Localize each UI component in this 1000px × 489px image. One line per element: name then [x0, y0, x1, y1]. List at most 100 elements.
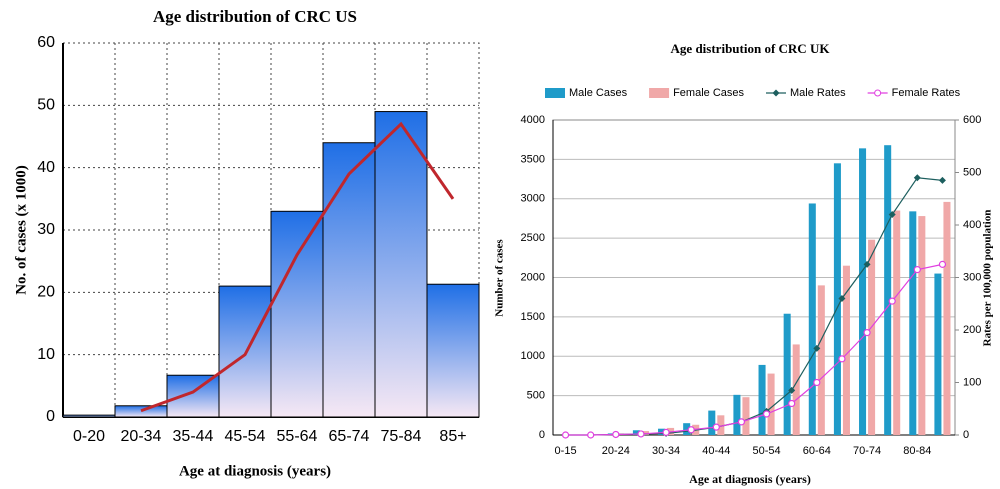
x-tick-label: 45-54: [225, 428, 266, 445]
marker: [938, 176, 946, 184]
y-tick-label: 2000: [521, 271, 545, 283]
y-tick-label: 10: [37, 346, 55, 363]
bar: [758, 364, 766, 435]
x-axis-label: Age at diagnosis (years): [689, 472, 811, 486]
legend-marker: [874, 89, 882, 97]
y-tick-label: 20: [37, 284, 55, 301]
legend-swatch: [649, 88, 670, 98]
bar: [270, 210, 324, 418]
x-tick-label: 55-64: [277, 428, 318, 445]
marker: [863, 329, 871, 337]
x-tick-label: 40-44: [702, 445, 730, 457]
marker: [913, 174, 921, 182]
bar: [943, 201, 951, 435]
x-tick-label: 20-24: [602, 445, 630, 457]
y-tick-label: 0: [539, 429, 545, 441]
bar: [909, 211, 917, 435]
x-tick-label: 75-84: [381, 428, 422, 445]
marker: [712, 423, 720, 431]
marker: [813, 378, 821, 387]
y-tick-label: 500: [527, 390, 545, 402]
x-tick-label: 70-74: [853, 445, 881, 457]
legend-marker: [772, 89, 780, 97]
legend-label: Female Cases: [673, 87, 744, 99]
bar: [322, 142, 376, 418]
marker: [888, 211, 896, 218]
x-tick-label: 85+: [439, 428, 466, 445]
marker: [788, 386, 796, 394]
bar: [918, 216, 926, 435]
y2-tick-label: 100: [963, 376, 981, 388]
y2-tick-label: 0: [963, 429, 969, 441]
x-tick-label: 35-44: [173, 428, 214, 445]
bar: [717, 415, 725, 435]
bar: [374, 111, 428, 418]
marker: [913, 266, 921, 274]
y2-tick-label: 500: [963, 166, 981, 178]
marker: [788, 399, 796, 408]
bar: [632, 430, 640, 435]
marker: [838, 295, 846, 302]
bar: [833, 163, 841, 435]
y-tick-label: 40: [37, 159, 55, 176]
bar: [641, 431, 649, 435]
y-tick-label: 60: [37, 34, 55, 51]
x-tick-label: 30-34: [652, 445, 680, 457]
bar: [683, 423, 691, 435]
y2-axis-label: Rates per 100,000 population: [982, 210, 994, 347]
chart-title: Age distribution of CRC UK: [671, 41, 831, 56]
x-tick-label: 65-74: [329, 428, 370, 445]
y-tick-label: 30: [37, 221, 55, 238]
y-tick-label: 2500: [521, 232, 545, 244]
y-tick-label: 3000: [521, 193, 545, 205]
bar: [426, 283, 480, 418]
bar: [817, 285, 825, 435]
y-tick-label: 50: [37, 97, 55, 114]
marker: [662, 428, 670, 436]
bar: [62, 414, 116, 418]
bar: [934, 273, 942, 435]
legend-label: Male Rates: [790, 87, 846, 99]
marker: [888, 297, 896, 305]
y2-tick-label: 400: [963, 219, 981, 231]
bar: [767, 373, 775, 435]
bar: [783, 313, 791, 435]
marker: [687, 426, 695, 434]
x-tick-label: 20-34: [121, 428, 162, 445]
bar: [842, 265, 850, 435]
marker: [612, 430, 620, 439]
y-tick-label: 3500: [521, 153, 545, 165]
y-tick-label: 1500: [521, 311, 545, 323]
x-tick-label: 0-20: [73, 428, 105, 445]
bar: [658, 428, 666, 435]
line-series: [140, 121, 455, 413]
y-axis-label: No. of cases (x 1000): [13, 165, 29, 295]
bar: [859, 148, 867, 435]
marker: [938, 260, 947, 268]
bar: [808, 203, 816, 435]
bar: [114, 405, 168, 418]
y2-tick-label: 600: [963, 114, 981, 126]
x-tick-label: 50-54: [752, 445, 780, 457]
bar: [166, 374, 220, 418]
marker: [737, 418, 746, 426]
chart-title: Age distribution of CRC US: [153, 7, 357, 26]
x-tick-label: 80-84: [903, 445, 931, 457]
marker: [838, 355, 846, 363]
x-tick-label: 60-64: [803, 445, 831, 457]
bar: [884, 145, 892, 435]
marker: [863, 260, 871, 268]
y-axis-label: Number of cases: [494, 239, 506, 317]
marker: [762, 410, 771, 418]
y-tick-label: 0: [46, 408, 55, 425]
bar: [708, 410, 716, 435]
y-tick-label: 1000: [521, 350, 545, 362]
y2-tick-label: 300: [963, 271, 981, 283]
legend-label: Male Cases: [569, 87, 628, 99]
legend-swatch: [545, 88, 565, 98]
bar: [733, 394, 741, 435]
bar: [868, 239, 876, 435]
line-series: [565, 263, 943, 436]
x-tick-label: 0-15: [555, 445, 577, 457]
marker: [561, 431, 570, 439]
